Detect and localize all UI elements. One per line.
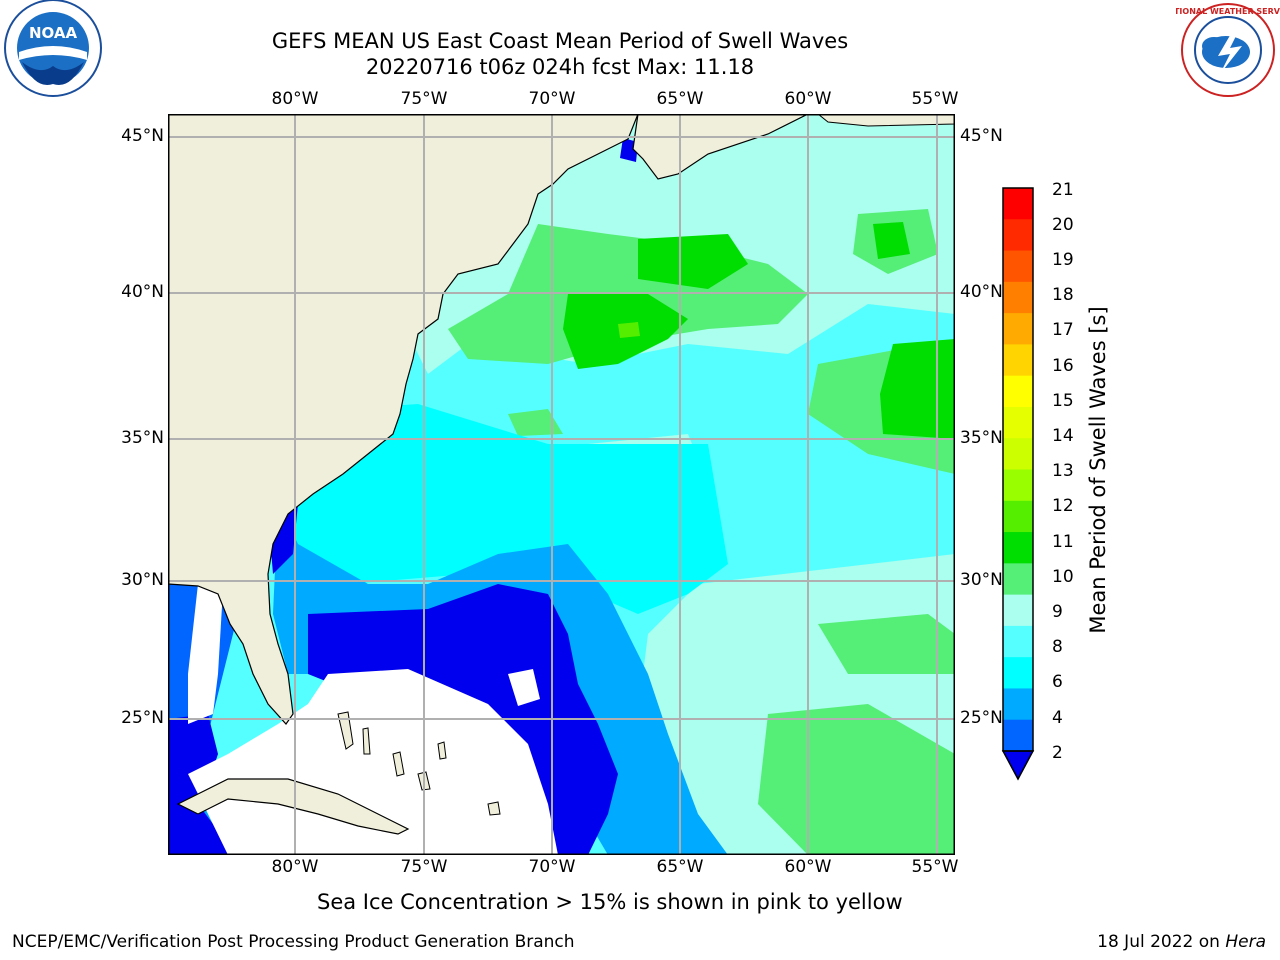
lat-label-right: 35°N	[960, 428, 1003, 448]
lon-label-bottom: 80°W	[271, 857, 319, 877]
colorbar-tick-label: 19	[1052, 250, 1074, 270]
colorbar-tick-label: 16	[1052, 356, 1074, 376]
colorbar-tick-label: 17	[1052, 320, 1074, 340]
newfoundland-land	[817, 114, 955, 127]
colorbar-segment	[1003, 657, 1033, 689]
lat-label-left: 40°N	[121, 282, 164, 302]
lat-label-right: 25°N	[960, 708, 1003, 728]
colorbar-frame	[1002, 187, 1034, 752]
run-host: Hera	[1225, 932, 1266, 952]
lon-label-top: 55°W	[911, 89, 959, 109]
lat-label-right: 40°N	[960, 282, 1003, 302]
nws-logo-text: NATIONAL WEATHER SERVICE	[1176, 7, 1280, 16]
swell-region-4-6s	[278, 404, 728, 614]
colorbar-tick-label: 8	[1052, 637, 1063, 657]
lon-label-top: 75°W	[400, 89, 448, 109]
missing-data-region	[508, 669, 540, 706]
lat-label-right: 45°N	[960, 126, 1003, 146]
colorbar-segment	[1003, 469, 1033, 502]
colorbar-tick-label: 13	[1052, 461, 1074, 481]
us-east-coast-land	[168, 114, 639, 725]
colorbar-tick-label: 6	[1052, 672, 1063, 692]
nws-logo-icon: NATIONAL WEATHER SERVICE	[1176, 3, 1280, 97]
run-date: 18 Jul 2022 on	[1097, 932, 1226, 952]
cuba-land	[176, 778, 410, 835]
colorbar-segment	[1003, 219, 1033, 252]
colorbar-segment	[1003, 250, 1033, 283]
credit-line: NCEP/EMC/Verification Post Processing Pr…	[12, 932, 575, 952]
lon-label-bottom: 65°W	[656, 857, 704, 877]
noaa-logo-icon: NOAA	[4, 0, 102, 97]
chart-subtitle: 20220716 t06z 024h fcst Max: 11.18	[365, 55, 755, 79]
swell-region-9-10s	[508, 409, 563, 436]
swell-region-below-2s	[168, 804, 238, 855]
lon-label-top: 60°W	[784, 89, 832, 109]
swell-period-map	[168, 114, 955, 855]
colorbar-segment	[1003, 438, 1033, 470]
lon-label-top: 70°W	[528, 89, 576, 109]
colorbar-segment	[1003, 188, 1033, 220]
swell-region-10-11s	[618, 322, 640, 338]
colorbar-segment	[1003, 719, 1033, 752]
missing-data-region	[188, 584, 223, 724]
colorbar-tick-label: 21	[1052, 180, 1074, 200]
nova-scotia-land	[632, 114, 809, 180]
colorbar-tick-label: 18	[1052, 285, 1074, 305]
colorbar-tick-label: 12	[1052, 496, 1074, 516]
chart-title: GEFS MEAN US East Coast Mean Period of S…	[271, 29, 849, 53]
lon-label-bottom: 60°W	[784, 857, 832, 877]
lat-label-left: 30°N	[121, 570, 164, 590]
lon-label-bottom: 75°W	[400, 857, 448, 877]
lat-label-left: 25°N	[121, 708, 164, 728]
colorbar	[1001, 187, 1035, 781]
colorbar-segment	[1003, 406, 1033, 439]
lon-label-top: 80°W	[271, 89, 319, 109]
colorbar-segment	[1003, 313, 1033, 345]
lat-label-right: 30°N	[960, 570, 1003, 590]
missing-data-region	[188, 669, 558, 855]
lon-label-bottom: 70°W	[528, 857, 576, 877]
colorbar-tick-label: 10	[1052, 567, 1074, 587]
swell-region-10-11s	[880, 339, 955, 439]
colorbar-tick-label: 20	[1052, 215, 1074, 235]
noaa-logo-text: NOAA	[29, 24, 78, 42]
colorbar-segment	[1003, 532, 1033, 564]
lon-label-top: 65°W	[656, 89, 704, 109]
sea-ice-note: Sea Ice Concentration > 15% is shown in …	[317, 890, 903, 914]
colorbar-extend-arrow	[1001, 750, 1035, 781]
swell-region-9-10s	[818, 614, 955, 674]
colorbar-segment	[1003, 688, 1033, 721]
map-frame	[168, 114, 955, 855]
lat-label-left: 35°N	[121, 428, 164, 448]
colorbar-segment	[1003, 344, 1033, 377]
colorbar-tick-label: 14	[1052, 426, 1074, 446]
colorbar-title: Mean Period of Swell Waves [s]	[1086, 306, 1110, 634]
swell-region-10-11s	[638, 234, 748, 289]
lat-label-left: 45°N	[121, 126, 164, 146]
colorbar-segment	[1003, 500, 1033, 533]
colorbar-tick-label: 11	[1052, 532, 1074, 552]
colorbar-tick-label: 4	[1052, 708, 1063, 728]
lon-label-bottom: 55°W	[911, 857, 959, 877]
run-info: 18 Jul 2022 on Hera	[1097, 932, 1266, 952]
colorbar-tick-label: 2	[1052, 743, 1063, 763]
colorbar-tick-label: 15	[1052, 391, 1074, 411]
colorbar-segment	[1003, 375, 1033, 408]
colorbar-segment	[1003, 563, 1033, 596]
colorbar-tick-label: 9	[1052, 602, 1063, 622]
graticule	[168, 114, 955, 855]
colorbar-segment	[1003, 625, 1033, 658]
swell-region-10-11s	[873, 222, 910, 259]
colorbar-segment	[1003, 594, 1033, 627]
colorbar-segment	[1003, 281, 1033, 314]
